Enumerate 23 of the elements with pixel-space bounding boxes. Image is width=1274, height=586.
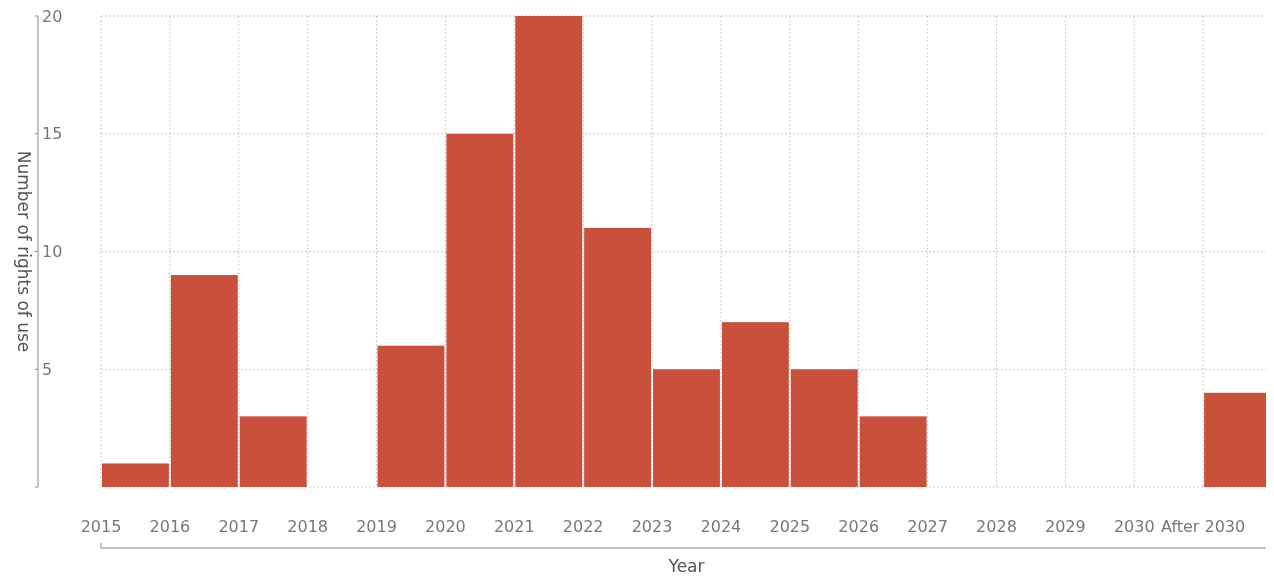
y-tick-label: 20 — [42, 6, 63, 26]
y-tick-label: 15 — [42, 124, 63, 144]
y-tick-label: 10 — [42, 242, 63, 262]
y-tick-label: 5 — [42, 359, 53, 379]
x-axis-title: Year — [667, 556, 705, 576]
x-tick-label: 2026 — [838, 517, 880, 536]
y-axis-title: Number of rights of use — [14, 150, 34, 353]
x-tick-label: 2024 — [700, 517, 742, 536]
x-tick-label: 2020 — [425, 517, 466, 536]
x-tick-label: 2022 — [562, 517, 604, 536]
x-tick-label: 2025 — [769, 517, 811, 536]
x-tick-label: 2019 — [356, 517, 397, 536]
x-tick-label: 2029 — [1044, 517, 1086, 536]
x-tick-label: 2017 — [218, 517, 260, 536]
x-tick-label: 2028 — [976, 517, 1017, 536]
x-tick-label: 2030 — [1113, 517, 1155, 536]
x-tick-label: 2027 — [907, 517, 948, 536]
x-tick-label: 2016 — [149, 517, 191, 536]
x-tick-label: 2021 — [493, 517, 535, 536]
x-tick-label: 2023 — [631, 517, 673, 536]
x-tick-label: 2015 — [80, 517, 122, 536]
x-tick-label: 2018 — [287, 517, 329, 536]
x-tick-label: After 2030 — [1161, 517, 1246, 536]
